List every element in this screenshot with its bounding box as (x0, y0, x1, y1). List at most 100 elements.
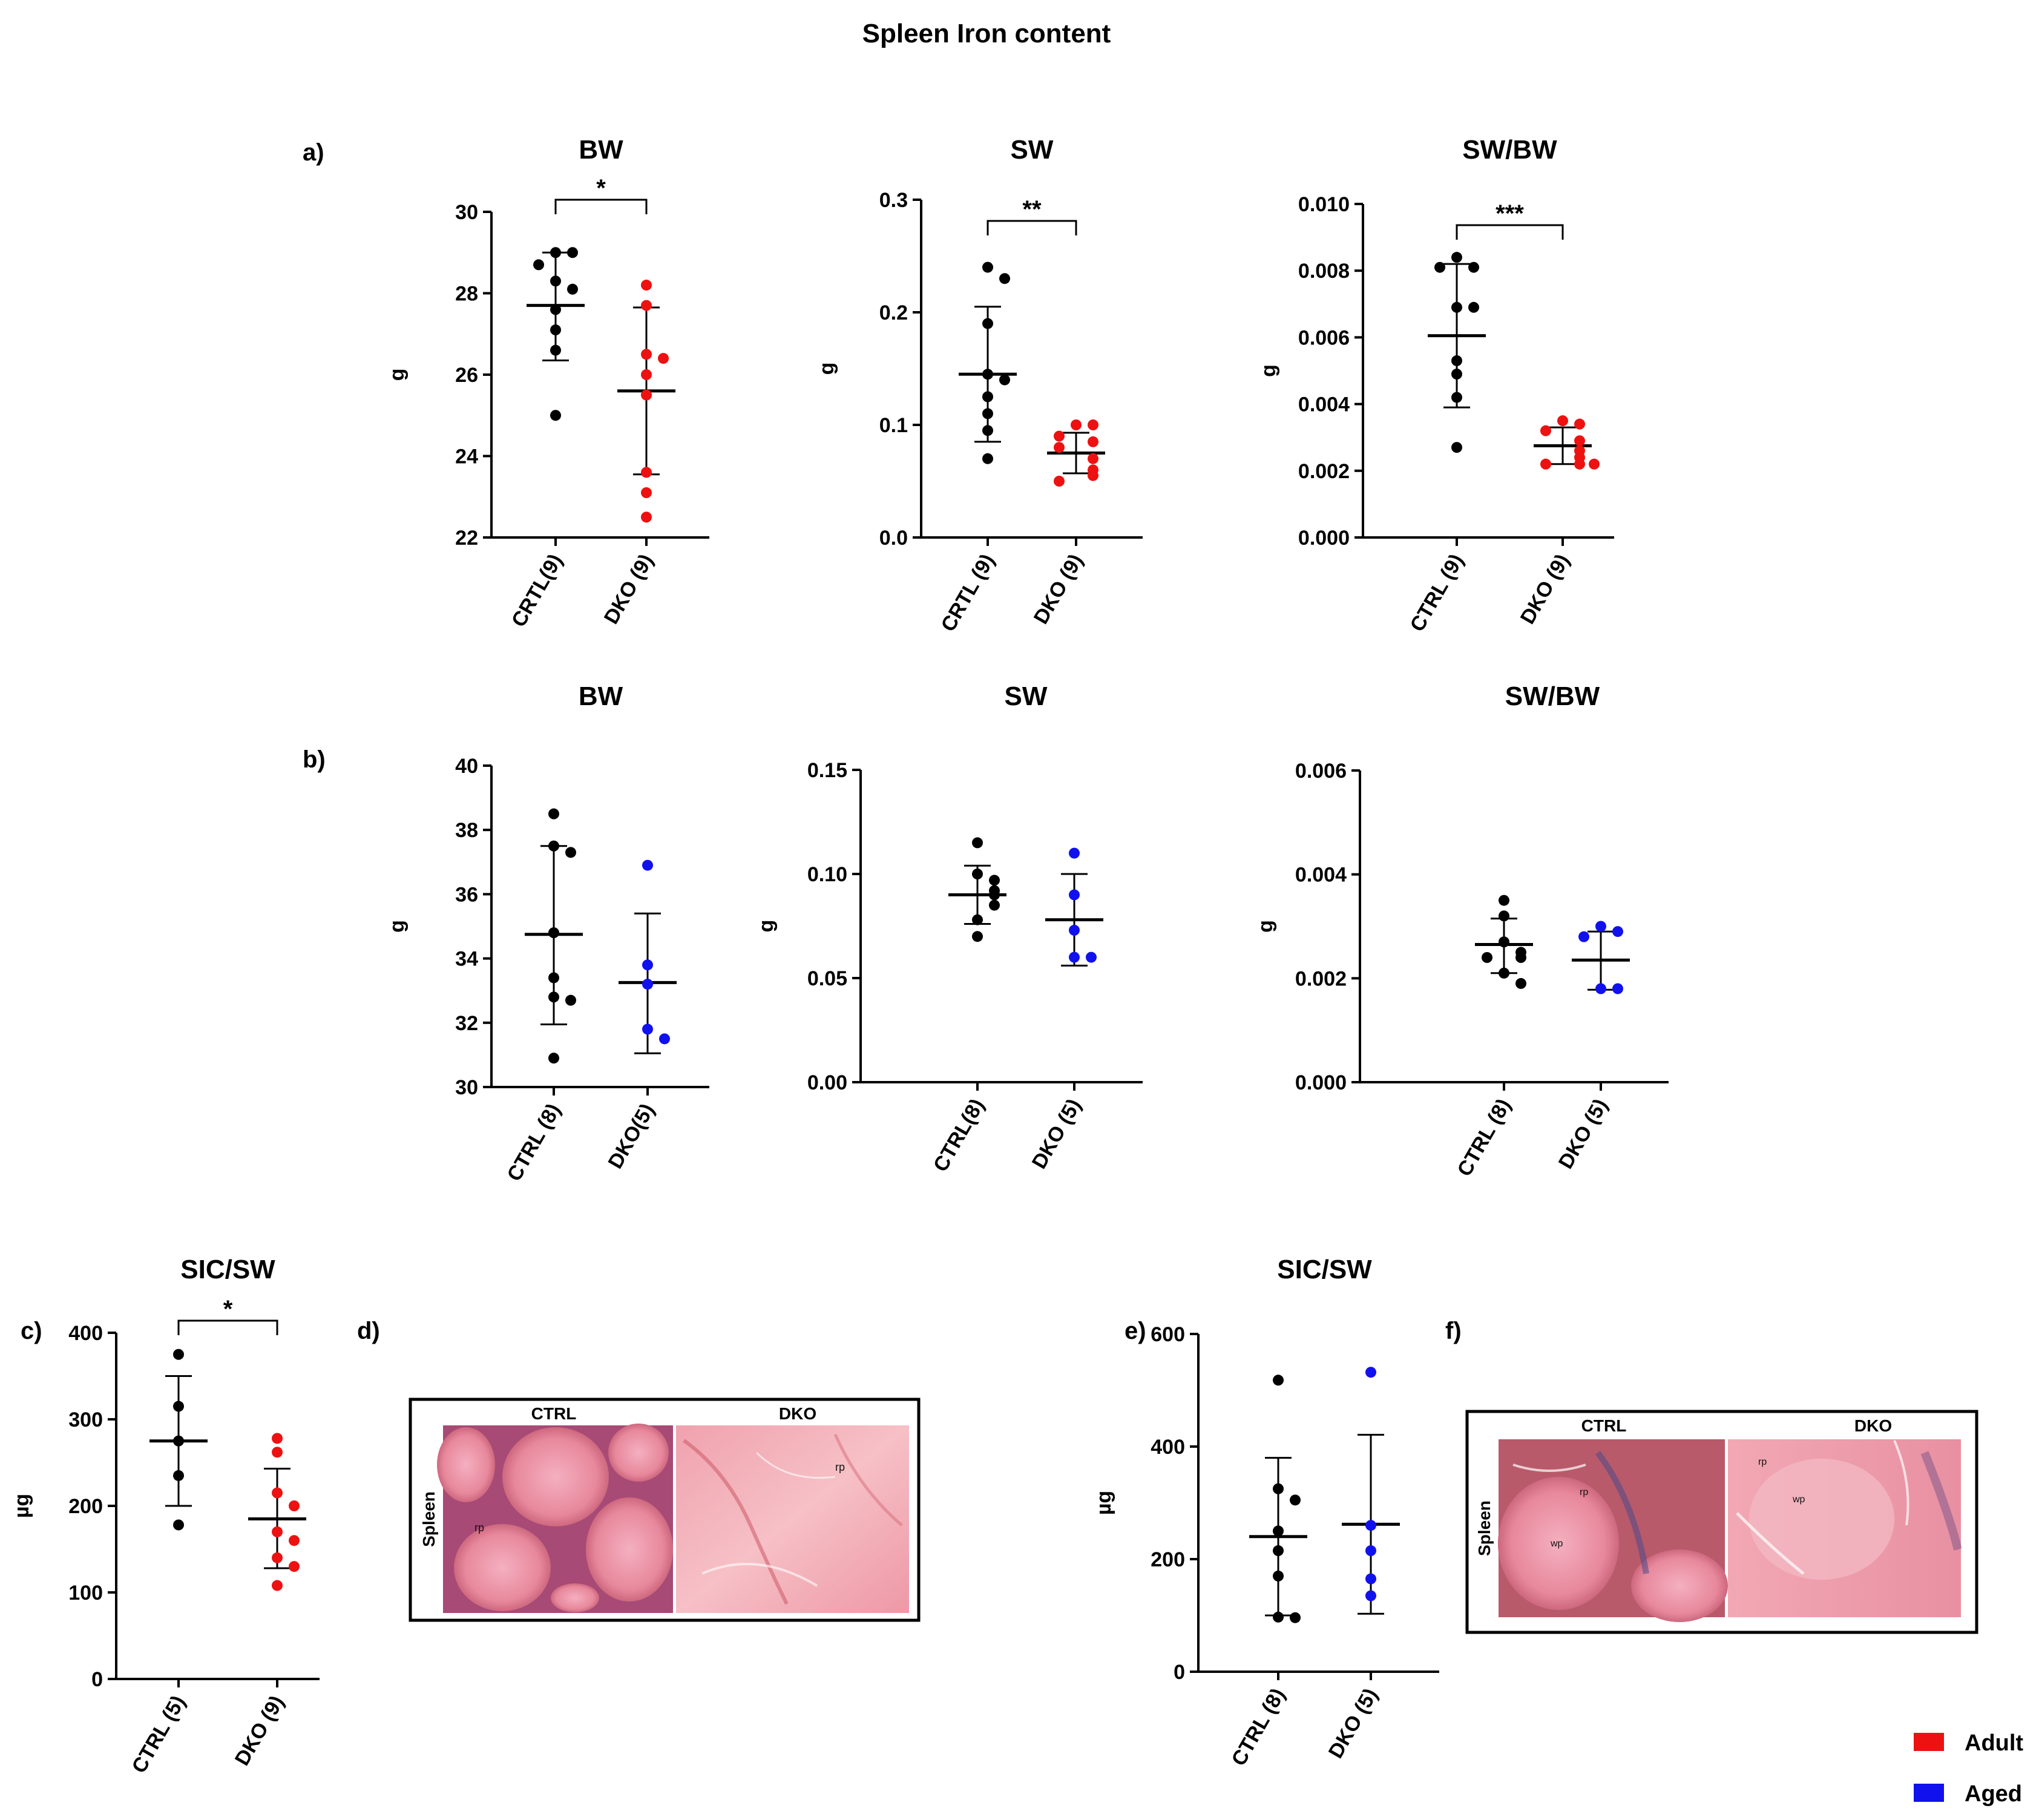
data-point (272, 1447, 283, 1458)
data-point (972, 931, 983, 942)
data-point (982, 369, 993, 380)
data-point (1574, 458, 1585, 470)
histology-d-dko-annotation: rp (835, 1461, 845, 1473)
y-tick-label: 200 (1151, 1548, 1185, 1571)
x-tick-label: DKO (5) (1554, 1095, 1612, 1173)
legend: Adult Aged (1914, 1730, 2023, 1807)
data-point (1595, 983, 1606, 994)
x-tick-label: CTRL(8) (929, 1095, 989, 1175)
data-point (989, 875, 1000, 886)
histology-d-ctrl-image: rp (437, 1424, 673, 1613)
data-point (1069, 889, 1080, 901)
data-point (289, 1500, 300, 1511)
legend-label-adult: Adult (1965, 1730, 2023, 1756)
chart-c-sicsw: SIC/SW µg 0 100 200 300 400 CTRL (5) DKO (9) * (10, 1255, 320, 1777)
y-tick-label: 32 (455, 1012, 478, 1035)
data-point (173, 1519, 184, 1531)
data-point (1273, 1483, 1284, 1494)
y-tick-label: 36 (455, 883, 478, 906)
data-point (1451, 252, 1462, 263)
x-tick-label: CTRL (8) (1227, 1684, 1290, 1770)
data-point (1468, 301, 1479, 313)
chart-a-bw: BW g 22 24 26 28 30 CRTL(9) DKO (9) * (386, 135, 709, 631)
data-point (1612, 926, 1623, 938)
data-point (550, 304, 561, 315)
data-point (550, 324, 561, 336)
x-tick-label: DKO (5) (1324, 1684, 1382, 1763)
data-point (173, 1470, 184, 1481)
data-point (1434, 261, 1445, 273)
y-tick-label: 28 (455, 283, 478, 306)
data-point (1290, 1612, 1301, 1623)
data-point (641, 511, 652, 523)
legend-swatch-adult (1914, 1733, 1944, 1751)
data-point (642, 1023, 653, 1035)
x-tick-label: CTRL (9) (1406, 550, 1468, 636)
data-point (982, 408, 993, 419)
data-point (999, 273, 1010, 284)
data-point (173, 1435, 184, 1447)
significance-bracket (987, 220, 1077, 235)
panel-label-f: f) (1445, 1318, 1462, 1344)
y-tick-label: 0.000 (1298, 527, 1350, 550)
histology-d-dko-image: rp (676, 1425, 909, 1613)
data-point (548, 927, 559, 939)
data-point (173, 1401, 184, 1412)
histology-panel-f: CTRL DKO Spleen rp wp rp wp (1465, 1410, 1978, 1634)
y-tick-label: 0.008 (1298, 260, 1350, 283)
y-tick-label: 600 (1151, 1323, 1185, 1346)
data-point (550, 275, 561, 287)
data-point (972, 869, 983, 879)
histology-d-ctrl-label: CTRL (531, 1404, 577, 1423)
histology-f-dko-label: DKO (1854, 1416, 1892, 1435)
histology-f-tissue-label: Spleen (1475, 1500, 1494, 1556)
data-point (1499, 895, 1509, 906)
panel-label-c: c) (21, 1318, 42, 1344)
x-tick-label: CRTL(9) (507, 550, 567, 631)
significance-bracket (554, 199, 648, 214)
data-point (982, 261, 993, 273)
data-point (1088, 453, 1098, 464)
data-point (1574, 418, 1585, 430)
histology-f-ctrl-annotation-wp: wp (1550, 1539, 1563, 1549)
data-point (565, 994, 576, 1006)
y-tick-label: 0.1 (879, 414, 908, 437)
data-point (289, 1561, 300, 1572)
y-tick-label: 38 (455, 819, 478, 842)
data-point (1540, 458, 1551, 470)
data-point (1273, 1525, 1284, 1537)
y-tick-label: 22 (455, 527, 478, 550)
data-point (641, 467, 652, 478)
y-axis-label: g (755, 920, 778, 933)
significance-bracket (177, 1319, 278, 1335)
data-point (550, 247, 561, 258)
y-tick-label: 0.004 (1295, 864, 1347, 887)
chart-title: BW (579, 135, 623, 165)
y-axis-label: µg (10, 1494, 33, 1518)
histology-d-ctrl-annotation: rp (474, 1522, 484, 1534)
y-axis-label: g (1254, 920, 1277, 933)
data-point (1574, 435, 1585, 447)
data-point (1451, 392, 1462, 403)
x-tick-label: CRTL (9) (937, 550, 999, 636)
y-tick-label: 0.002 (1298, 460, 1350, 483)
data-point (642, 979, 653, 990)
y-tick-label: 300 (68, 1408, 103, 1431)
data-point (272, 1580, 283, 1591)
chart-title: SIC/SW (180, 1255, 275, 1284)
y-tick-label: 26 (455, 364, 478, 387)
data-point (658, 353, 669, 364)
data-point (567, 247, 578, 258)
histology-f-dko-annotation-rp: rp (1758, 1457, 1767, 1467)
y-tick-label: 0 (91, 1668, 103, 1691)
data-point (1578, 931, 1589, 942)
y-tick-label: 0.010 (1298, 193, 1350, 216)
data-point (972, 837, 983, 849)
chart-a-sw: SW g 0.0 0.1 0.2 0.3 CRTL (9) DKO (9) ** (815, 135, 1143, 636)
x-tick-label: DKO (9) (600, 550, 658, 628)
data-point (1069, 924, 1080, 936)
histology-panel-d: CTRL DKO Spleen rp rp (409, 1398, 921, 1622)
chart-title: SW/BW (1462, 135, 1557, 165)
y-tick-label: 30 (455, 201, 478, 224)
